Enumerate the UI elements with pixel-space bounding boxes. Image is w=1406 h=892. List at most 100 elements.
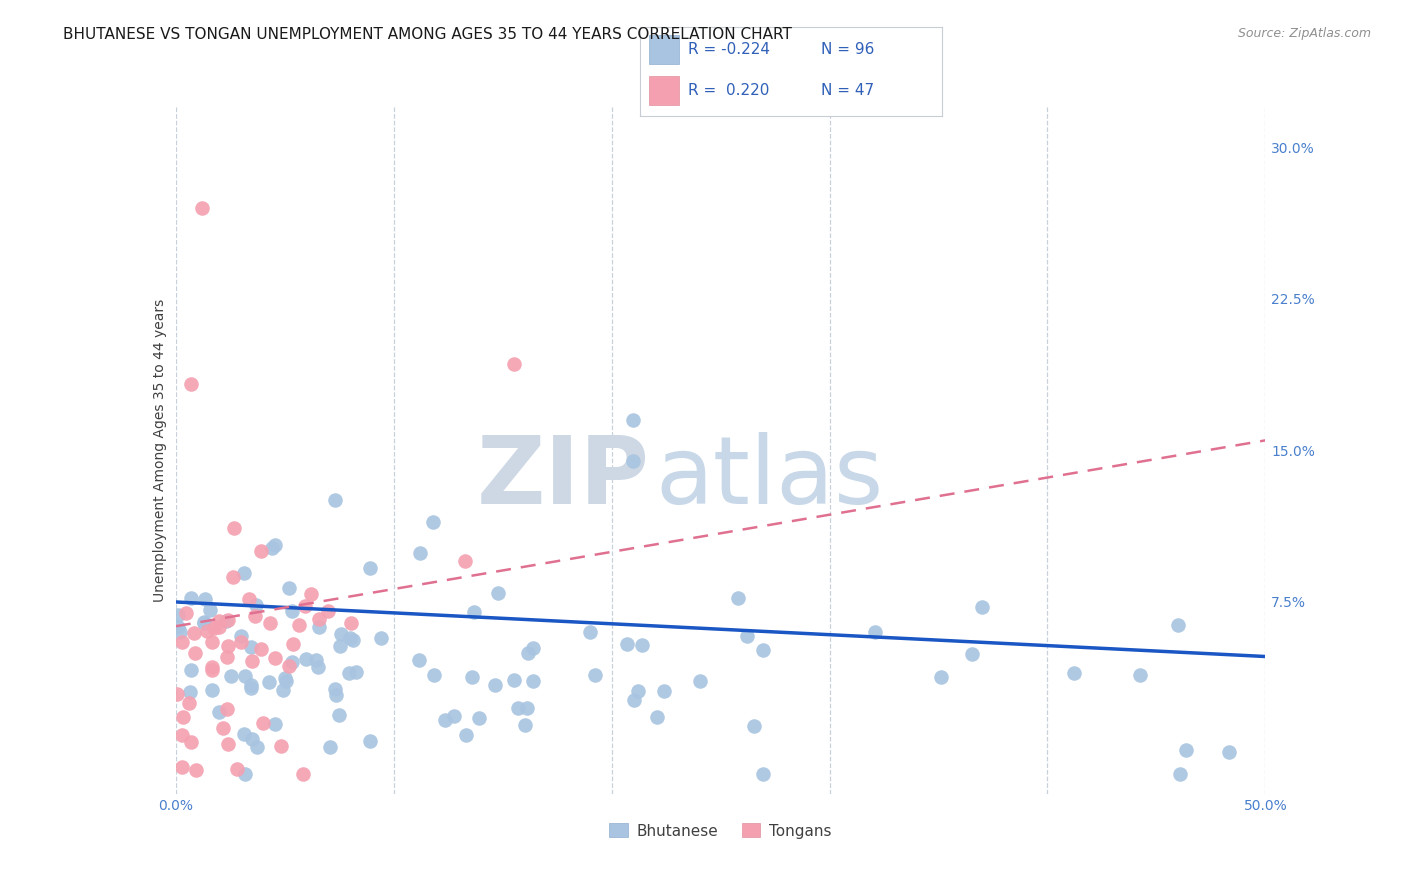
Point bbox=[463, 605, 485, 619]
Point bbox=[240, 654, 263, 668]
Point bbox=[970, 600, 993, 615]
Point bbox=[208, 615, 231, 629]
Point bbox=[239, 681, 262, 695]
Point bbox=[191, 201, 214, 215]
Point bbox=[193, 615, 215, 630]
Point bbox=[193, 592, 215, 607]
Point bbox=[238, 591, 260, 606]
Point bbox=[201, 663, 224, 677]
Point bbox=[522, 674, 544, 689]
Point bbox=[742, 719, 765, 733]
Point bbox=[274, 671, 297, 685]
Text: N = 47: N = 47 bbox=[821, 83, 875, 98]
Point bbox=[503, 673, 526, 688]
Point bbox=[193, 615, 215, 629]
Point bbox=[408, 653, 430, 667]
Point bbox=[166, 607, 188, 622]
Point bbox=[264, 651, 287, 665]
Point bbox=[260, 541, 283, 555]
Point bbox=[183, 626, 205, 640]
Point bbox=[169, 625, 191, 640]
Point bbox=[281, 604, 304, 618]
Point bbox=[250, 543, 273, 558]
Point bbox=[752, 766, 775, 780]
Point bbox=[654, 683, 676, 698]
Point bbox=[202, 621, 225, 635]
Point bbox=[276, 674, 298, 689]
Point bbox=[170, 728, 193, 742]
Text: ZIP: ZIP bbox=[477, 432, 650, 524]
Point bbox=[330, 627, 353, 641]
Point bbox=[198, 602, 221, 616]
Point bbox=[214, 614, 236, 628]
Point bbox=[484, 678, 506, 692]
Y-axis label: Unemployment Among Ages 35 to 44 years: Unemployment Among Ages 35 to 44 years bbox=[153, 299, 167, 602]
Point bbox=[278, 582, 301, 596]
Text: atlas: atlas bbox=[655, 432, 883, 524]
Point bbox=[578, 625, 600, 640]
Point bbox=[359, 561, 381, 575]
Point bbox=[1063, 665, 1085, 680]
Text: N = 96: N = 96 bbox=[821, 42, 875, 57]
Point bbox=[246, 739, 269, 754]
Point bbox=[513, 717, 536, 731]
Point bbox=[222, 570, 245, 584]
Point bbox=[243, 609, 266, 624]
Point bbox=[179, 685, 201, 699]
Point bbox=[179, 696, 201, 710]
Point bbox=[217, 650, 239, 665]
Point bbox=[221, 669, 243, 683]
Point bbox=[516, 701, 538, 715]
Point bbox=[323, 681, 346, 696]
Point bbox=[308, 612, 330, 626]
Point bbox=[233, 669, 256, 683]
Point bbox=[456, 728, 478, 742]
Point bbox=[172, 635, 194, 649]
Point bbox=[506, 701, 529, 715]
Point bbox=[409, 546, 432, 560]
Point bbox=[319, 739, 342, 754]
Point bbox=[502, 357, 524, 371]
Point bbox=[208, 706, 231, 720]
Point bbox=[630, 638, 652, 652]
Point bbox=[929, 670, 952, 684]
Point bbox=[305, 652, 328, 666]
Point bbox=[245, 598, 267, 612]
Point bbox=[299, 587, 322, 601]
Point bbox=[316, 604, 339, 618]
Point bbox=[1168, 766, 1191, 780]
Point bbox=[960, 647, 983, 661]
Point bbox=[288, 618, 311, 632]
Point bbox=[727, 591, 749, 606]
Point bbox=[621, 453, 644, 467]
Point bbox=[325, 688, 347, 702]
Point bbox=[233, 727, 256, 741]
Point bbox=[271, 683, 294, 698]
Point bbox=[339, 631, 361, 645]
Point bbox=[240, 732, 263, 747]
Point bbox=[233, 766, 256, 780]
Point bbox=[308, 619, 330, 633]
Point bbox=[166, 687, 188, 701]
Point bbox=[328, 707, 350, 722]
Point bbox=[621, 413, 644, 427]
Point bbox=[323, 492, 346, 507]
Point bbox=[217, 640, 239, 654]
Point bbox=[623, 692, 645, 706]
Point bbox=[329, 639, 352, 653]
Point bbox=[281, 637, 304, 651]
Point bbox=[645, 710, 668, 724]
Point bbox=[180, 663, 202, 677]
Point bbox=[195, 624, 218, 638]
Point bbox=[180, 734, 202, 748]
Point bbox=[270, 739, 292, 753]
Point bbox=[183, 646, 205, 660]
Text: R =  0.220: R = 0.220 bbox=[688, 83, 769, 98]
Point bbox=[201, 660, 224, 674]
Point bbox=[240, 678, 263, 692]
Point bbox=[468, 710, 491, 724]
Point bbox=[461, 670, 484, 684]
Point bbox=[627, 684, 650, 698]
Point bbox=[434, 713, 457, 727]
Point bbox=[583, 667, 606, 681]
